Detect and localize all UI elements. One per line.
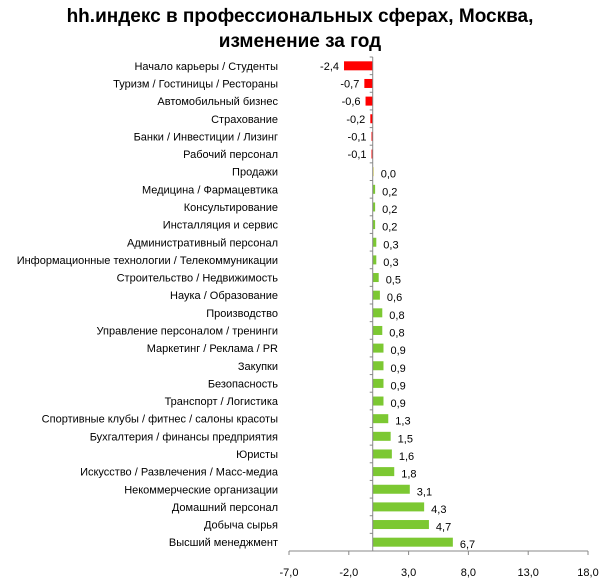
value-label: -2,4 <box>320 61 339 73</box>
category-label: Домашний персонал <box>172 502 278 514</box>
bar <box>372 467 395 477</box>
bar <box>372 449 392 459</box>
category-label: Бухгалтерия / финансы предприятия <box>90 431 278 443</box>
bar <box>372 537 453 547</box>
bar <box>364 78 373 88</box>
value-label: 1,5 <box>398 433 413 445</box>
category-label: Рабочий персонал <box>183 149 278 161</box>
bar <box>372 308 383 318</box>
x-tick-label: 18,0 <box>577 567 598 579</box>
bar <box>372 520 429 530</box>
category-label: Наука / Образование <box>170 290 278 302</box>
bar <box>344 61 373 71</box>
category-label: Закупки <box>238 361 278 373</box>
category-label: Административный персонал <box>127 237 278 249</box>
value-label: 0,6 <box>387 292 402 304</box>
bar <box>372 325 383 335</box>
value-label: 3,1 <box>417 486 432 498</box>
value-label: 0,3 <box>383 257 398 269</box>
bar <box>372 273 379 283</box>
bar <box>370 114 373 124</box>
value-label: 0,5 <box>386 275 401 287</box>
value-label: -0,2 <box>346 114 365 126</box>
value-label: -0,1 <box>348 149 367 161</box>
bar <box>371 131 373 141</box>
value-label: -0,1 <box>348 131 367 143</box>
title-line-2: изменение за год <box>218 31 382 52</box>
category-label: Инсталляция и сервис <box>163 220 279 232</box>
bar <box>371 149 373 159</box>
x-tick-label: 3,0 <box>401 567 416 579</box>
bar <box>372 361 384 371</box>
value-label: 0,9 <box>390 398 405 410</box>
category-label: Высший менеджмент <box>169 537 278 549</box>
value-label: 0,9 <box>390 345 405 357</box>
value-label: 0,8 <box>389 310 404 322</box>
category-label: Безопасность <box>208 378 278 390</box>
value-label: 0,2 <box>382 186 397 198</box>
bar <box>372 237 377 247</box>
value-label: 6,7 <box>460 539 475 551</box>
value-label: 1,6 <box>399 451 414 463</box>
value-label: -0,7 <box>340 78 359 90</box>
category-label: Спортивные клубы / фитнес / салоны красо… <box>42 414 278 426</box>
x-tick-label: -2,0 <box>339 567 358 579</box>
category-label: Консультирование <box>184 202 278 214</box>
category-label: Начало карьеры / Студенты <box>134 61 278 73</box>
value-label: 0,9 <box>390 380 405 392</box>
category-label: Туризм / Гостиницы / Рестораны <box>113 78 278 90</box>
value-label: 1,8 <box>401 469 416 481</box>
title-line-1: hh.индекс в профессиональных сферах, Мос… <box>66 6 534 27</box>
category-label: Строительство / Недвижимость <box>117 273 279 285</box>
category-label: Продажи <box>232 167 278 179</box>
bar <box>372 220 376 230</box>
bar <box>372 484 410 494</box>
x-tick-label: 8,0 <box>461 567 476 579</box>
chart-title: hh.индекс в профессиональных сферах, Мос… <box>0 4 600 54</box>
bar <box>372 502 425 512</box>
value-label: 0,9 <box>390 363 405 375</box>
category-label: Медицина / Фармацевтика <box>142 184 279 196</box>
bar <box>372 202 376 212</box>
category-label: Транспорт / Логистика <box>165 396 279 408</box>
value-label: -0,6 <box>342 96 361 108</box>
category-label: Управление персоналом / тренинги <box>97 325 278 337</box>
category-label: Информационные технологии / Телекоммуник… <box>17 255 278 267</box>
value-label: 4,7 <box>436 522 451 534</box>
bar <box>372 414 389 424</box>
value-label: 0,0 <box>381 169 396 181</box>
x-tick-label: -7,0 <box>280 567 299 579</box>
category-label: Банки / Инвестиции / Лизинг <box>134 131 278 143</box>
bar <box>372 378 384 388</box>
bar <box>372 431 391 441</box>
value-label: 0,2 <box>382 204 397 216</box>
bar <box>372 396 384 406</box>
category-label: Автомобильный бизнес <box>157 96 278 108</box>
category-label: Маркетинг / Реклама / PR <box>147 343 278 355</box>
category-label: Производство <box>206 308 278 320</box>
bar <box>372 184 376 194</box>
bar <box>372 290 380 300</box>
bar <box>372 255 377 265</box>
category-label: Добыча сырья <box>204 520 278 532</box>
category-label: Некоммерческие организации <box>124 484 278 496</box>
x-tick-label: 13,0 <box>517 567 538 579</box>
value-label: 0,3 <box>383 239 398 251</box>
value-label: 1,3 <box>395 416 410 428</box>
category-label: Страхование <box>211 114 278 126</box>
value-label: 4,3 <box>431 504 446 516</box>
bar <box>365 96 373 106</box>
category-label: Искусство / Развлечения / Масс-медиа <box>80 467 279 479</box>
category-label: Юристы <box>236 449 278 461</box>
bar <box>372 343 384 353</box>
value-label: 0,8 <box>389 327 404 339</box>
value-label: 0,2 <box>382 222 397 234</box>
